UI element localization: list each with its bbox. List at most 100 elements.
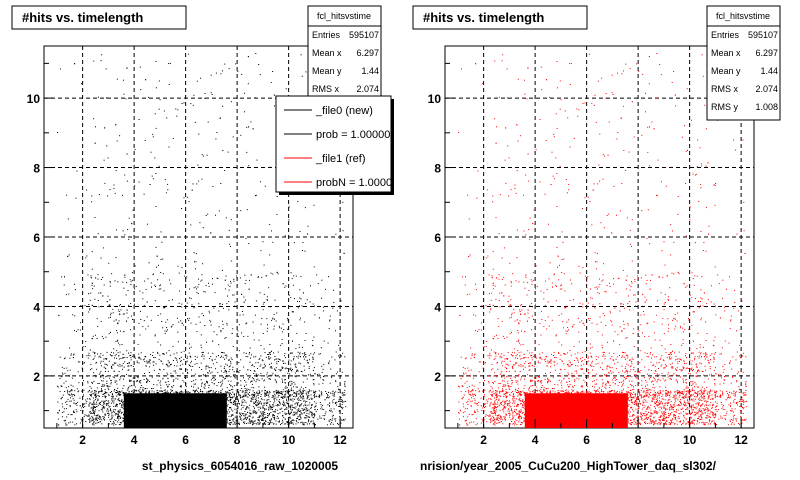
scatter-point [299, 390, 301, 392]
scatter-point [147, 415, 149, 417]
scatter-point [258, 415, 260, 417]
scatter-point [239, 389, 241, 391]
scatter-point [706, 392, 708, 394]
scatter-point [290, 408, 292, 410]
scatter-point [142, 390, 144, 392]
scatter-point [208, 418, 210, 420]
scatter-point [159, 414, 161, 416]
scatter-point [121, 400, 122, 402]
scatter-point [150, 411, 152, 412]
scatter-point [235, 397, 237, 399]
scatter-point [187, 390, 189, 392]
scatter-point [294, 363, 296, 365]
scatter-point [204, 385, 206, 387]
scatter-point [276, 417, 278, 419]
scatter-point [231, 393, 233, 395]
scatter-point [262, 303, 264, 305]
scatter-point [228, 360, 230, 361]
scatter-point [294, 414, 296, 416]
scatter-point [236, 408, 238, 410]
scatter-point [309, 359, 310, 361]
scatter-point [238, 392, 240, 394]
scatter-point [306, 398, 308, 400]
scatter-point [132, 209, 134, 211]
scatter-point [195, 323, 197, 325]
scatter-point [325, 288, 326, 290]
scatter-point [274, 395, 276, 397]
scatter-point [197, 387, 199, 389]
scatter-point [662, 414, 664, 416]
scatter-point [152, 178, 154, 180]
scatter-point [689, 400, 691, 402]
scatter-point [699, 399, 701, 401]
scatter-point [315, 395, 317, 397]
scatter-point [675, 105, 677, 107]
scatter-point [583, 415, 585, 417]
scatter-point [269, 224, 271, 226]
scatter-point [272, 411, 274, 413]
scatter-point [223, 405, 225, 407]
scatter-point [273, 402, 275, 404]
scatter-point [470, 357, 472, 359]
scatter-point [157, 402, 159, 404]
scatter-point [289, 416, 291, 418]
scatter-point [320, 391, 322, 393]
scatter-point [98, 391, 100, 392]
scatter-point [274, 411, 276, 413]
scatter-point [460, 391, 462, 393]
scatter-point [654, 379, 656, 381]
scatter-point [232, 294, 234, 296]
scatter-point [133, 419, 134, 421]
scatter-point [163, 353, 165, 355]
scatter-point [141, 415, 143, 417]
scatter-point [236, 370, 238, 372]
scatter-point [328, 420, 330, 422]
scatter-point [208, 406, 209, 408]
scatter-point [313, 266, 315, 268]
scatter-point [321, 392, 323, 394]
scatter-point [515, 355, 517, 357]
scatter-point [177, 395, 179, 396]
scatter-point [312, 375, 314, 377]
scatter-point [185, 408, 187, 410]
scatter-point [173, 404, 175, 405]
scatter-point [119, 395, 121, 396]
scatter-point [97, 399, 99, 401]
scatter-point [187, 356, 189, 358]
scatter-point [285, 408, 286, 410]
scatter-point [513, 396, 515, 398]
scatter-point [257, 277, 259, 279]
scatter-point [323, 376, 325, 378]
scatter-point [167, 377, 169, 379]
scatter-point [235, 404, 237, 406]
scatter-point [195, 253, 197, 255]
scatter-point [294, 375, 296, 377]
scatter-point [330, 410, 332, 412]
scatter-point [245, 401, 247, 403]
scatter-point [170, 372, 172, 374]
scatter-point [595, 421, 597, 423]
scatter-point [241, 404, 243, 406]
scatter-point [260, 415, 262, 417]
scatter-point [175, 377, 177, 379]
scatter-point [208, 367, 210, 369]
scatter-point [156, 407, 158, 409]
scatter-point [96, 318, 98, 320]
scatter-point [103, 384, 105, 386]
scatter-point [119, 391, 121, 393]
scatter-point [207, 413, 209, 414]
scatter-point [641, 210, 643, 212]
scatter-point [182, 414, 184, 416]
scatter-point [335, 373, 337, 375]
scatter-point [225, 402, 227, 404]
scatter-point [236, 396, 238, 398]
scatter-point [269, 166, 271, 168]
scatter-point [125, 98, 127, 100]
scatter-point [256, 374, 257, 376]
scatter-point [91, 195, 93, 197]
scatter-point [221, 381, 223, 383]
scatter-point [127, 407, 129, 409]
scatter-point [243, 301, 245, 303]
scatter-point [115, 229, 117, 231]
scatter-point [270, 419, 272, 421]
